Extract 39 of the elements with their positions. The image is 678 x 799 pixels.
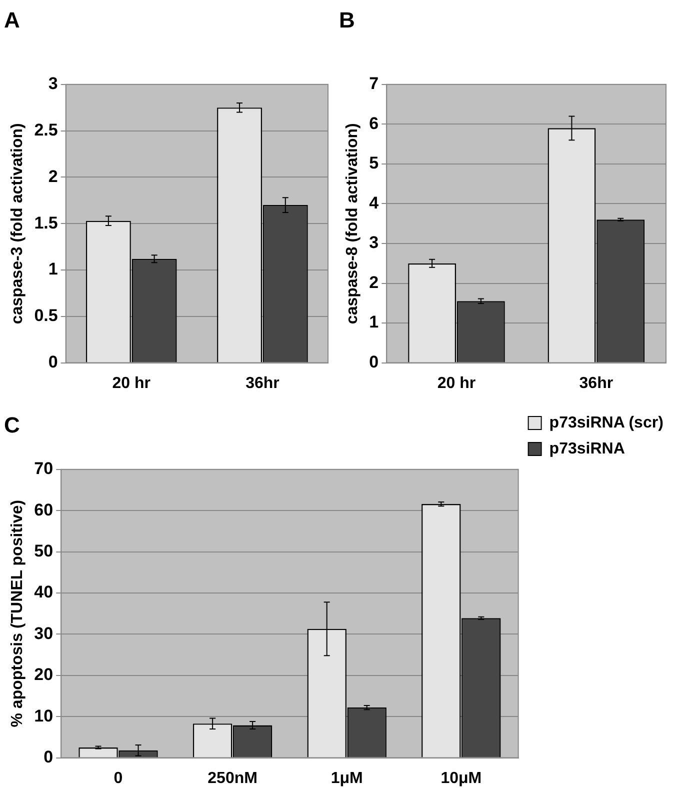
y-tick-label: 30 bbox=[34, 624, 54, 643]
y-tick-label: 1 bbox=[48, 260, 58, 279]
y-tick-label: 40 bbox=[34, 582, 54, 602]
x-tick-label: 250nM bbox=[208, 770, 258, 787]
x-tick-label: 10μM bbox=[440, 770, 482, 787]
y-tick-label: 2.5 bbox=[34, 120, 58, 140]
y-tick-label: 2 bbox=[48, 166, 58, 186]
y-tick-label: 7 bbox=[369, 74, 379, 94]
y-tick-label: 3 bbox=[369, 233, 379, 252]
x-tick-label: 0 bbox=[114, 770, 123, 787]
chart-title: C bbox=[4, 412, 20, 438]
x-tick-label: 20 hr bbox=[437, 374, 476, 392]
chart-title: B bbox=[339, 7, 355, 32]
y-tick-label: 50 bbox=[34, 541, 54, 560]
y-tick-label: 0 bbox=[44, 747, 54, 766]
y-tick-label: 0 bbox=[48, 352, 58, 372]
y-axis-title: caspase-3 (fold activation) bbox=[9, 123, 26, 324]
y-tick-label: 2 bbox=[369, 272, 379, 292]
x-tick-label: 20 hr bbox=[112, 374, 150, 392]
legend-label: p73siRNA (scr) bbox=[549, 414, 664, 432]
y-tick-label: 3 bbox=[48, 74, 58, 94]
legend-label: p73siRNA bbox=[549, 440, 626, 458]
y-tick-label: 70 bbox=[34, 459, 54, 478]
y-tick-label: 0 bbox=[369, 352, 379, 372]
x-tick-label: 36hr bbox=[579, 374, 614, 392]
y-tick-label: 6 bbox=[369, 114, 379, 133]
x-tick-label: 1μM bbox=[330, 770, 363, 787]
chart-title: A bbox=[4, 7, 20, 32]
y-tick-label: 0.5 bbox=[34, 306, 58, 326]
y-tick-label: 1 bbox=[369, 312, 379, 332]
y-tick-label: 1.5 bbox=[34, 213, 58, 232]
y-axis-title: caspase-8 (fold activation) bbox=[344, 123, 362, 324]
y-tick-label: 5 bbox=[369, 154, 379, 173]
y-tick-label: 60 bbox=[34, 500, 54, 520]
y-tick-label: 20 bbox=[34, 665, 54, 684]
y-tick-label: 4 bbox=[369, 193, 380, 212]
y-tick-label: 10 bbox=[34, 706, 54, 726]
y-axis-title: % apoptosis (TUNEL positive) bbox=[9, 500, 26, 728]
x-tick-label: 36hr bbox=[246, 374, 280, 392]
